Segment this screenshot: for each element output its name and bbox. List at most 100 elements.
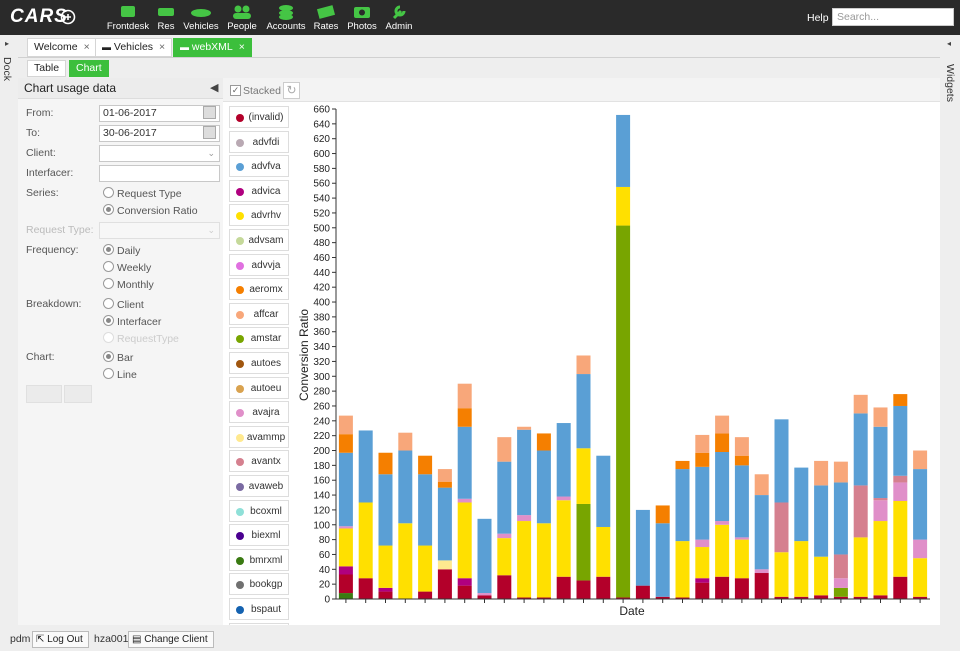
y-tick-label: 40 (319, 565, 331, 576)
legend-item[interactable]: autoes (229, 352, 289, 374)
option-label: Conversion Ratio (117, 205, 198, 217)
date-input[interactable]: 01-06-2017 (99, 105, 220, 122)
tab[interactable]: Welcome × (27, 38, 97, 57)
legend-swatch (236, 163, 244, 172)
legend-item[interactable]: affcar (229, 302, 289, 325)
legend-item[interactable]: avammp (229, 425, 289, 448)
radio-option[interactable]: Interfacer (103, 315, 161, 328)
legend-item[interactable]: autoeu (229, 376, 289, 399)
bar-segment (833, 578, 848, 588)
y-tick-label: 620 (313, 134, 330, 145)
client-select[interactable]: ⌄ (99, 145, 220, 162)
subtab[interactable]: Table (27, 60, 67, 77)
legend-swatch (236, 335, 244, 344)
bar-segment (873, 500, 888, 522)
y-axis-title: Conversion Ratio (297, 309, 311, 401)
bar-segment (517, 429, 532, 516)
chart: Conversion Ratio Date 0 20 40 60 80 100 120 140… (297, 105, 930, 618)
nav-item[interactable]: People (220, 3, 264, 32)
legend-item[interactable]: advsam (229, 229, 289, 251)
stacked-checkbox[interactable]: ✓ (230, 85, 241, 96)
dock-strip[interactable]: ▸ Dock (0, 35, 18, 625)
nav-item[interactable]: Res (144, 3, 188, 32)
legend-item[interactable]: advica (229, 179, 289, 202)
legend-item[interactable]: (invalid) (229, 106, 289, 128)
logout-button[interactable]: ⇱ Log Out (32, 631, 89, 648)
radio-option[interactable]: Conversion Ratio (103, 204, 198, 217)
y-tick-label: 60 (319, 550, 331, 561)
legend-item[interactable]: avajra (229, 401, 289, 424)
bar-segment (833, 482, 848, 555)
radio-option[interactable]: Monthly (103, 278, 154, 291)
bar-segment (338, 526, 353, 529)
nav-item[interactable]: Frontdesk (106, 3, 150, 32)
y-tick-label: 160 (313, 476, 330, 487)
legend-item[interactable]: bstdav (229, 622, 289, 625)
legend-item[interactable]: avantx (229, 450, 289, 473)
legend-item[interactable]: bmrxml (229, 548, 289, 571)
button-label: Change Client (144, 634, 208, 645)
radio-option[interactable]: Daily (103, 244, 140, 257)
legend-item[interactable]: bcoxml (229, 499, 289, 522)
nav-item[interactable]: Admin (377, 3, 421, 32)
nav-item[interactable]: Vehicles (179, 3, 223, 32)
y-tick-label: 0 (324, 595, 330, 606)
y-tick-label: 340 (313, 342, 330, 353)
y-tick-label: 260 (313, 401, 330, 412)
legend-item[interactable]: biexml (229, 524, 289, 547)
tab-active[interactable]: ▬ webXML × (173, 38, 252, 57)
bar-segment (616, 114, 631, 187)
nav-item[interactable]: Photos (340, 3, 384, 32)
legend-item[interactable]: advvja (229, 253, 289, 276)
legend-item[interactable]: advrhv (229, 204, 289, 227)
widgets-strip[interactable]: ◂ Widgets (940, 35, 960, 625)
bar-segment (517, 515, 532, 522)
collapse-icon[interactable]: ◀ (210, 82, 219, 94)
bar-segment (378, 587, 393, 592)
radio-option[interactable]: Line (103, 368, 137, 381)
radio-option[interactable]: Bar (103, 351, 133, 364)
bar-segment (457, 578, 472, 586)
bar-segment (457, 585, 472, 599)
legend-item[interactable]: advfdi (229, 130, 289, 153)
search-input[interactable]: Search... (832, 8, 954, 26)
legend-item[interactable]: advfva (229, 155, 289, 178)
bar-segment (675, 469, 690, 542)
logo[interactable]: CARS (10, 6, 68, 27)
form-label: Frequency: (26, 244, 79, 256)
interfacer-input[interactable] (99, 165, 220, 182)
bar-segment (556, 496, 571, 501)
subtab-active[interactable]: Chart (69, 60, 109, 77)
legend-swatch (236, 409, 244, 418)
refresh-button[interactable]: ↻ (283, 82, 300, 99)
tab[interactable]: ▬ Vehicles × (95, 38, 173, 57)
legend-item[interactable]: bspaut (229, 598, 289, 620)
top-bar: CARS Frontdesk Res Vehicles People Accou… (0, 0, 960, 35)
legend-label: biexml (251, 530, 281, 542)
nav-item[interactable]: Accounts (264, 3, 308, 32)
calendar-icon[interactable] (203, 126, 216, 139)
bar-segment (853, 394, 868, 414)
legend-item[interactable]: avaweb (229, 475, 289, 497)
radio-option[interactable]: Weekly (103, 261, 151, 274)
legend-item[interactable]: amstar (229, 327, 289, 350)
change-client-button[interactable]: ▤ Change Client (128, 631, 214, 648)
widgets-label: Widgets (943, 64, 956, 102)
legend-label: (invalid) (248, 112, 284, 123)
bar-segment (853, 596, 868, 599)
nav-item[interactable]: Rates (304, 3, 348, 32)
y-tick-label: 420 (313, 283, 330, 294)
nav-label: Res (157, 21, 175, 32)
calendar-icon[interactable] (203, 106, 216, 119)
bar-segment (497, 533, 512, 539)
legend-item[interactable]: bookgp (229, 573, 289, 596)
bar-segment (477, 595, 492, 599)
help-link[interactable]: Help (807, 12, 829, 24)
legend-item[interactable]: aeromx (229, 278, 289, 301)
y-tick-label: 80 (319, 535, 331, 546)
radio-option[interactable]: Client (103, 298, 144, 311)
disabled-button (26, 385, 62, 403)
radio-option[interactable]: Request Type (103, 187, 182, 200)
date-input[interactable]: 30-06-2017 (99, 125, 220, 142)
y-tick-label: 500 (313, 223, 330, 234)
